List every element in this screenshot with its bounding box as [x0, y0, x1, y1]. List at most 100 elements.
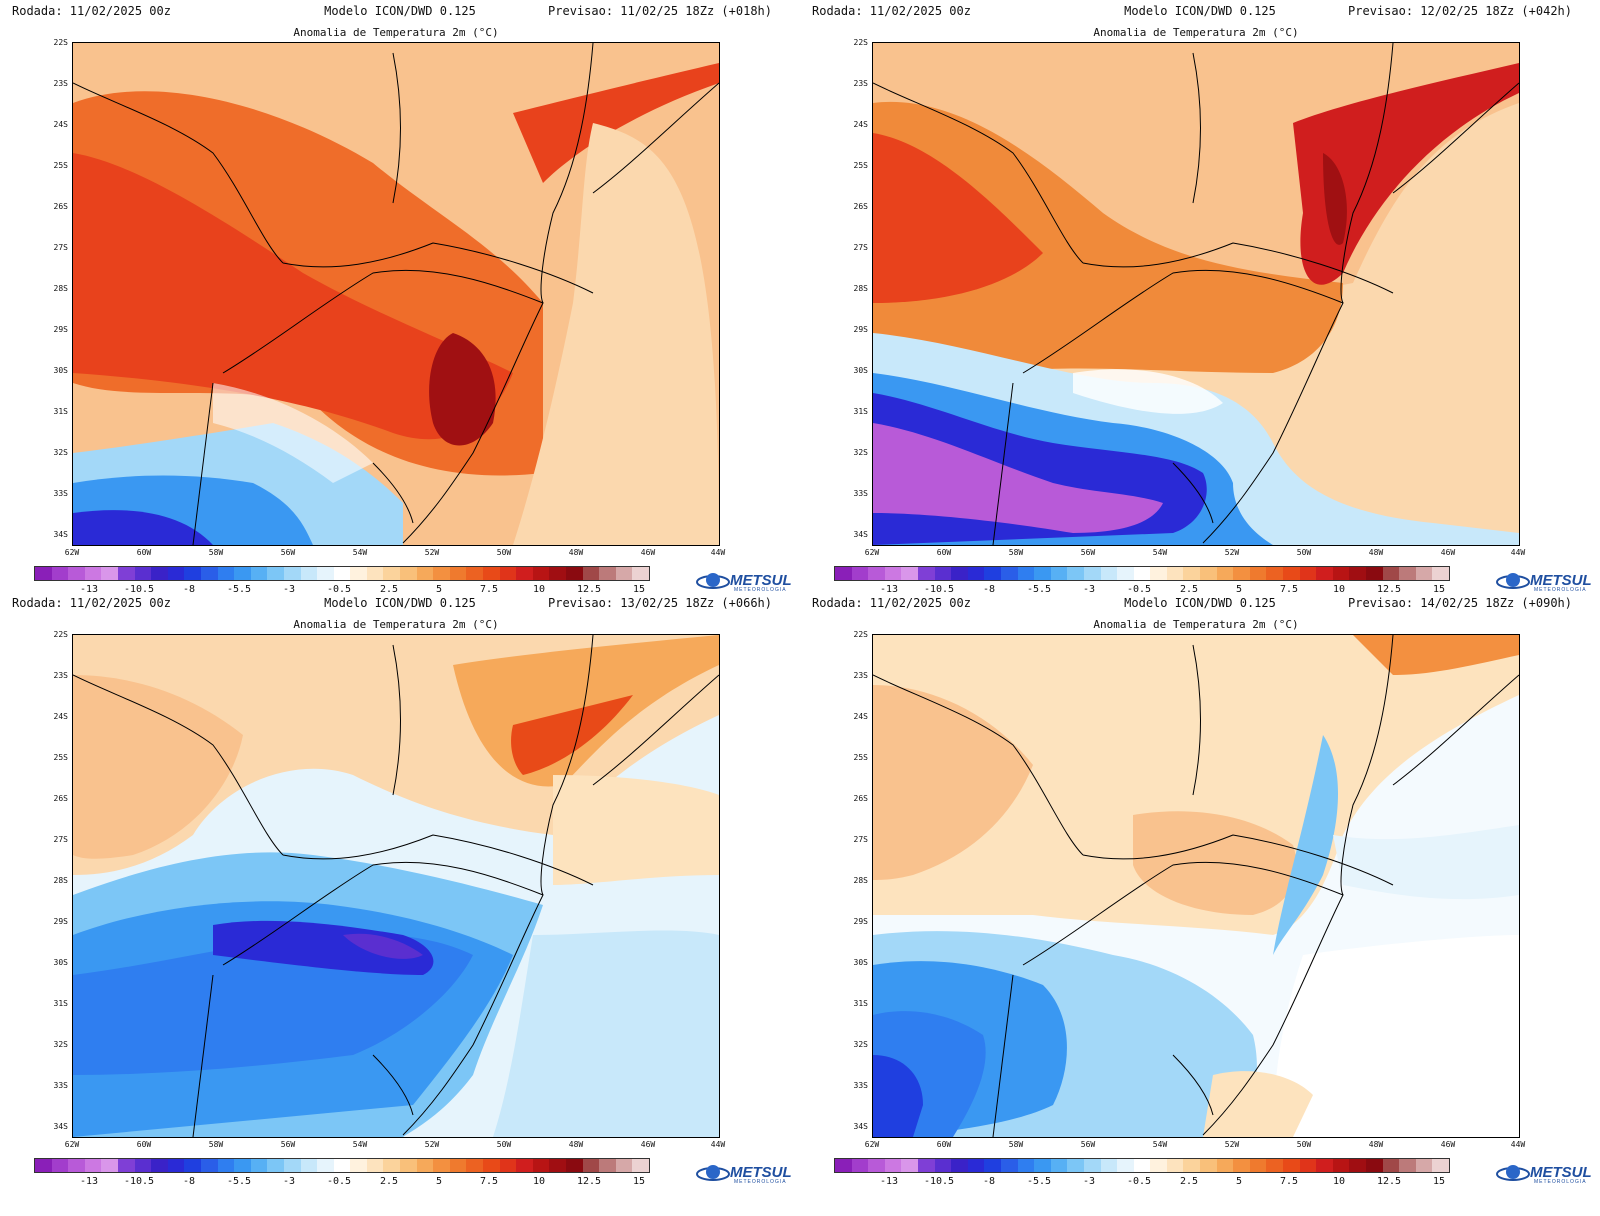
lat-tick: 23S: [53, 671, 68, 680]
colorbar-tick: -13: [879, 1176, 899, 1187]
lon-tick: 54W: [352, 1140, 368, 1149]
colorbar-swatch: [400, 567, 417, 580]
colorbar-swatch: [1216, 1159, 1234, 1172]
colorbar-swatch: [1034, 567, 1052, 580]
lat-tick: 26S: [53, 202, 68, 211]
colorbar: [34, 566, 650, 581]
colorbar-swatch: [1000, 1159, 1018, 1172]
colorbar-swatch: [1233, 567, 1251, 580]
forecast-label: Previsao: 14/02/25 18Zz (+090h): [1348, 596, 1572, 610]
lon-tick: 50W: [1296, 1140, 1312, 1149]
colorbar-tick: 2.5: [1179, 584, 1199, 595]
lat-tick: 23S: [53, 79, 68, 88]
colorbar-tick: 12.5: [1376, 1176, 1402, 1187]
colorbar-swatch: [868, 567, 886, 580]
lat-tick: 24S: [853, 120, 868, 129]
anomaly-field: [872, 42, 1520, 546]
colorbar-tick: 15: [1432, 584, 1446, 595]
colorbar-swatch: [1017, 1159, 1035, 1172]
colorbar-swatch: [549, 567, 567, 580]
lon-tick: 60W: [936, 1140, 952, 1149]
colorbar-swatch: [117, 567, 135, 580]
lat-tick: 29S: [53, 325, 68, 334]
lat-tick: 32S: [853, 448, 868, 457]
run-label: Rodada: 11/02/2025 00z: [12, 4, 171, 18]
colorbar-swatch: [934, 1159, 952, 1172]
colorbar-swatch: [1183, 567, 1201, 580]
colorbar-swatch: [151, 1159, 169, 1172]
colorbar-swatch: [1332, 567, 1350, 580]
lat-tick: 29S: [853, 917, 868, 926]
forecast-label: Previsao: 11/02/25 18Zz (+018h): [548, 4, 772, 18]
colorbar-tick: -3: [1082, 584, 1096, 595]
colorbar-swatch: [151, 567, 169, 580]
colorbar-swatch: [1017, 567, 1035, 580]
lat-tick: 30S: [853, 366, 868, 375]
colorbar-tick: -13: [79, 1176, 99, 1187]
colorbar-swatch: [1034, 1159, 1052, 1172]
colorbar-swatch: [449, 1159, 467, 1172]
panel-2: Rodada: 11/02/2025 00z Modelo ICON/DWD 0…: [0, 592, 800, 1200]
lon-tick: 52W: [424, 548, 440, 557]
colorbar-swatch: [951, 567, 969, 580]
colorbar-swatch: [1117, 567, 1134, 580]
map-title: Anomalia de Temperatura 2m (°C): [1093, 26, 1299, 39]
lon-tick: 44W: [710, 1140, 726, 1149]
run-label: Rodada: 11/02/2025 00z: [812, 596, 971, 610]
colorbar-tick: -3: [1082, 1176, 1096, 1187]
colorbar-swatch: [967, 567, 985, 580]
lat-tick: 26S: [853, 202, 868, 211]
colorbar-swatch: [84, 1159, 102, 1172]
metsul-logo: METSUL METEOROLOGIA: [696, 570, 796, 594]
anomaly-field: [872, 634, 1520, 1138]
lon-tick: 52W: [424, 1140, 440, 1149]
colorbar-swatch: [868, 1159, 886, 1172]
colorbar-swatch: [317, 567, 334, 580]
forecast-label: Previsao: 12/02/25 18Zz (+042h): [1348, 4, 1572, 18]
run-label: Rodada: 11/02/2025 00z: [12, 596, 171, 610]
panel-3: Rodada: 11/02/2025 00z Modelo ICON/DWD 0…: [800, 592, 1600, 1200]
run-label: Rodada: 11/02/2025 00z: [812, 4, 971, 18]
lon-tick: 50W: [496, 548, 512, 557]
colorbar-swatch: [84, 567, 102, 580]
lat-tick: 30S: [53, 366, 68, 375]
logo-subtext: METEOROLOGIA: [1534, 1179, 1587, 1185]
colorbar-swatch: [217, 567, 235, 580]
lat-tick: 31S: [853, 999, 868, 1008]
colorbar-swatch: [1415, 567, 1433, 580]
colorbar-swatch: [1266, 1159, 1284, 1172]
lat-tick: 27S: [53, 835, 68, 844]
colorbar-tick: -10.5: [923, 1176, 955, 1187]
lon-tick: 44W: [1510, 1140, 1526, 1149]
colorbar-swatch: [1349, 1159, 1367, 1172]
colorbar-swatch: [1133, 567, 1151, 580]
logo-subtext: METEOROLOGIA: [1534, 587, 1587, 593]
colorbar-swatch: [851, 1159, 869, 1172]
lat-tick: 33S: [53, 489, 68, 498]
forecast-label: Previsao: 13/02/25 18Zz (+066h): [548, 596, 772, 610]
colorbar-swatch: [68, 567, 86, 580]
colorbar-swatch: [499, 567, 517, 580]
lon-tick: 46W: [1440, 1140, 1456, 1149]
colorbar-swatch: [234, 567, 252, 580]
colorbar-swatch: [200, 1159, 218, 1172]
colorbar-swatch: [1432, 567, 1449, 580]
colorbar-swatch: [1332, 1159, 1350, 1172]
colorbar-swatch: [1299, 1159, 1317, 1172]
colorbar-swatch: [599, 1159, 617, 1172]
lat-tick: 29S: [853, 325, 868, 334]
logo-subtext: METEOROLOGIA: [734, 587, 787, 593]
colorbar-swatch: [317, 1159, 334, 1172]
colorbar-swatch: [951, 1159, 969, 1172]
lat-tick: 27S: [853, 835, 868, 844]
lat-tick: 33S: [853, 489, 868, 498]
lon-tick: 62W: [64, 1140, 80, 1149]
lat-tick: 24S: [53, 120, 68, 129]
colorbar-swatch: [615, 1159, 633, 1172]
lon-tick: 46W: [640, 1140, 656, 1149]
colorbar-tick: 5: [435, 584, 443, 595]
lat-tick: 28S: [853, 284, 868, 293]
colorbar-swatch: [1083, 1159, 1101, 1172]
colorbar-swatch: [1117, 1159, 1134, 1172]
colorbar-swatch: [1200, 567, 1217, 580]
